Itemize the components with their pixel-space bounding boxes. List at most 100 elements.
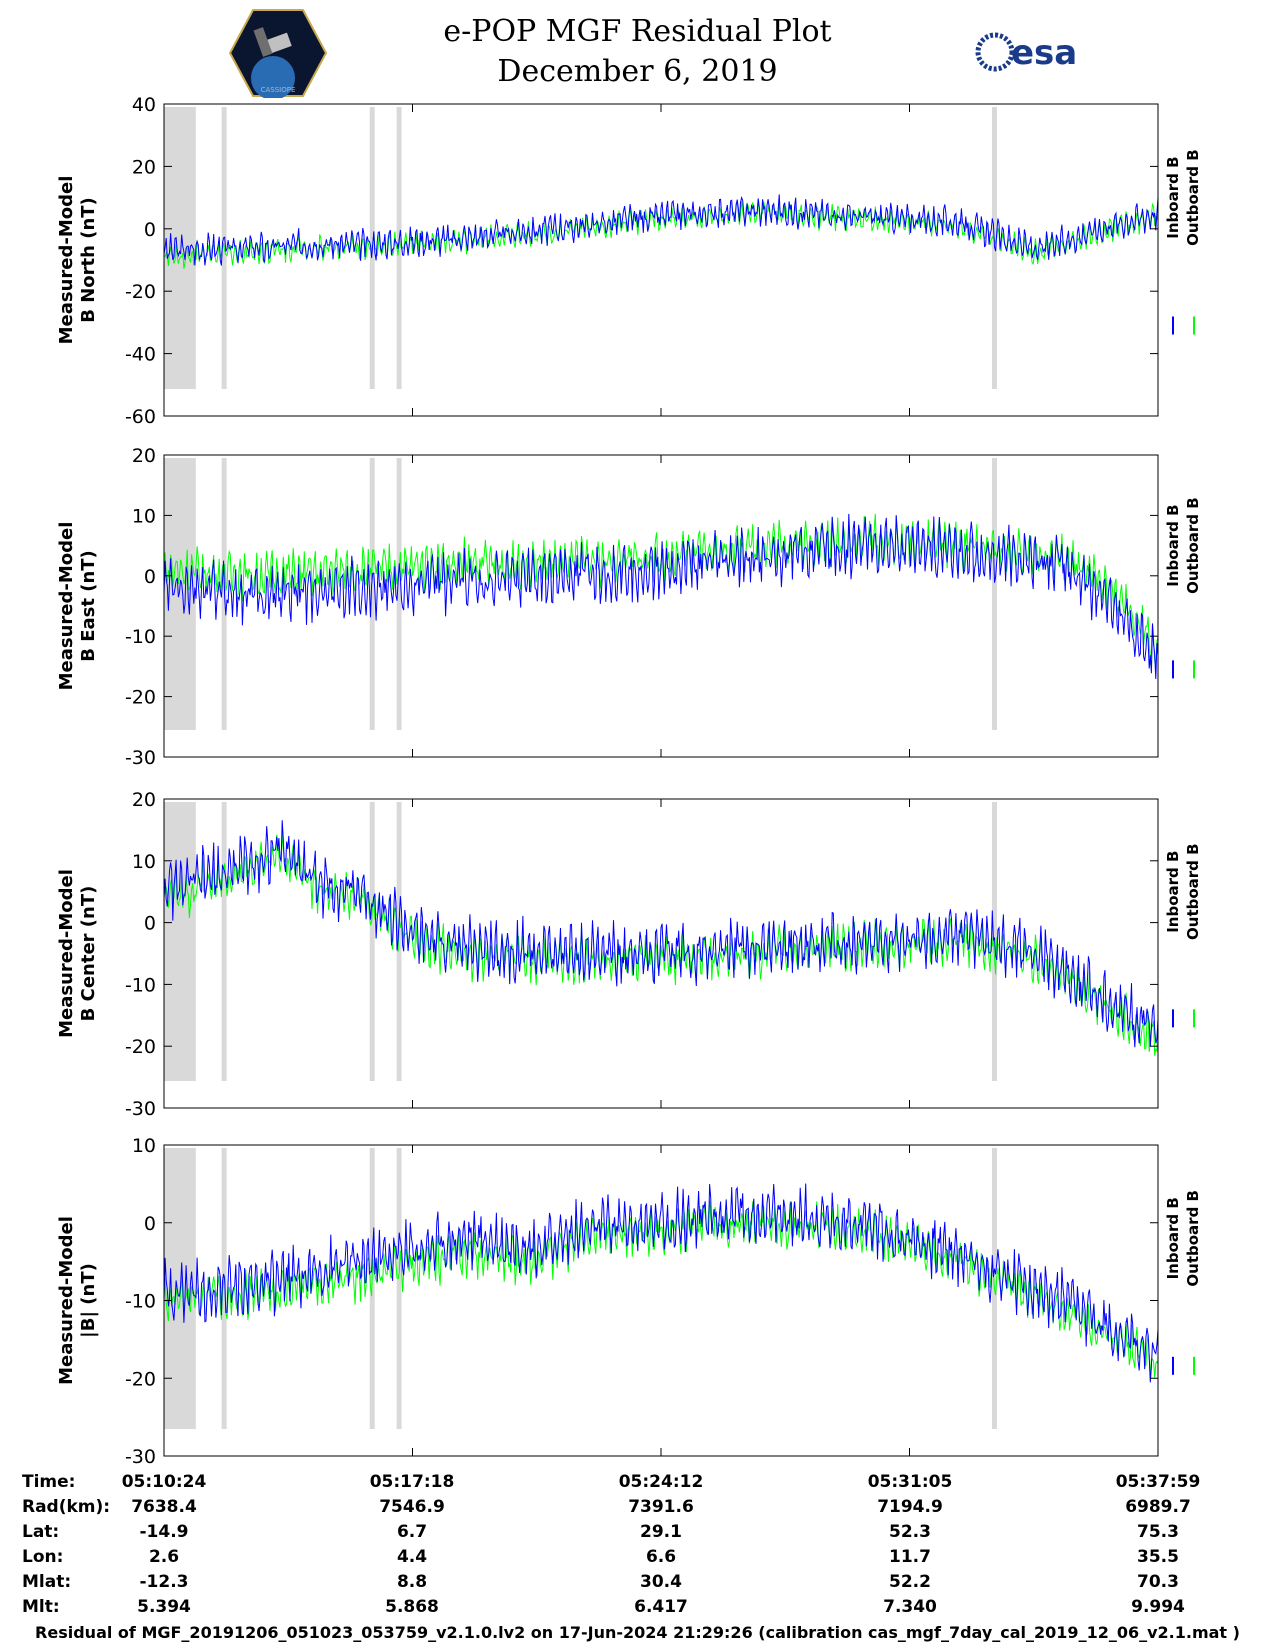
info-cell: 5.868: [385, 1597, 439, 1617]
y-tick-label: -30: [125, 1098, 156, 1120]
data-gap-band: [369, 458, 375, 730]
data-gap-band: [164, 802, 196, 1081]
y-tick-label: 10: [132, 505, 156, 527]
info-row-label: Mlt:: [22, 1597, 60, 1617]
y-axis-label: Measured-Model: [56, 522, 77, 691]
data-gap-band: [221, 1148, 227, 1429]
data-gap-band: [396, 1148, 402, 1429]
y-tick-label: 40: [132, 94, 156, 116]
info-cell: -14.9: [139, 1522, 189, 1542]
y-tick-label: -10: [125, 1291, 156, 1313]
series-inboard-line: [163, 194, 1159, 266]
footer-caption: Residual of MGF_20191206_051023_053759_v…: [35, 1623, 1240, 1642]
y-tick-label: -20: [125, 1368, 156, 1390]
info-cell: 4.4: [396, 1547, 428, 1567]
y-tick-label: -20: [125, 1036, 156, 1058]
data-gap-band: [992, 458, 997, 730]
info-row-label: Lat:: [22, 1522, 60, 1542]
legend-label: Inboard B: [1164, 504, 1182, 586]
info-cell: 05:17:18: [369, 1472, 455, 1492]
y-tick-label: 0: [144, 1213, 156, 1235]
info-cell: 52.3: [889, 1522, 931, 1542]
info-cell: 35.5: [1137, 1547, 1179, 1567]
legend-label: Inboard B: [1164, 156, 1182, 238]
info-row-label: Rad(km):: [22, 1497, 111, 1517]
y-tick-label: 0: [144, 913, 156, 935]
data-gap-band: [369, 802, 375, 1081]
y-tick-label: 20: [132, 445, 156, 467]
legend-label: Outboard B: [1184, 149, 1202, 246]
series-outboard-line: [163, 832, 1159, 1056]
legend-label: Outboard B: [1184, 1190, 1202, 1287]
svg-text:CASSIOPE: CASSIOPE: [261, 86, 296, 94]
y-axis-label: Measured-Model: [56, 869, 77, 1038]
series-inboard-line: [163, 820, 1159, 1048]
info-cell: 05:24:12: [618, 1472, 704, 1492]
y-axis-label: Measured-Model: [56, 176, 77, 345]
series-inboard-line: [163, 513, 1159, 680]
y-tick-label: 20: [132, 789, 156, 811]
series-inboard-line: [163, 1183, 1159, 1383]
y-tick-label: 10: [132, 851, 156, 873]
info-cell: 05:10:24: [121, 1472, 207, 1492]
y-tick-label: -20: [125, 687, 156, 709]
info-cell: 5.394: [137, 1597, 191, 1617]
y-tick-label: -30: [125, 1446, 156, 1468]
legend-label: Outboard B: [1184, 843, 1202, 940]
series-outboard-line: [163, 1200, 1159, 1379]
info-cell: 05:37:59: [1115, 1472, 1201, 1492]
plot-frame: [163, 1144, 1159, 1457]
y-tick-label: -30: [125, 747, 156, 769]
y-tick-label: -40: [125, 344, 156, 366]
plot-frame: [163, 103, 1159, 417]
y-axis-label: B North (nT): [78, 197, 99, 323]
y-tick-label: 10: [132, 1135, 156, 1157]
info-cell: -12.3: [139, 1572, 189, 1592]
legend-label: Inboard B: [1164, 1197, 1182, 1279]
legend-label: Inboard B: [1164, 851, 1182, 933]
data-gap-band: [396, 802, 402, 1081]
info-cell: 7638.4: [131, 1497, 197, 1517]
data-gap-band: [221, 802, 227, 1081]
info-cell: 9.994: [1131, 1597, 1185, 1617]
info-cell: 70.3: [1137, 1572, 1179, 1592]
y-tick-label: 0: [144, 566, 156, 588]
info-cell: 6.417: [634, 1597, 688, 1617]
info-cell: 2.6: [148, 1547, 180, 1567]
info-cell: 6989.7: [1125, 1497, 1191, 1517]
info-cell: 75.3: [1137, 1522, 1179, 1542]
y-axis-label: B Center (nT): [78, 886, 99, 1022]
info-cell: 7194.9: [877, 1497, 943, 1517]
legend-label: Outboard B: [1184, 497, 1202, 594]
info-cell: 7.340: [883, 1597, 937, 1617]
esa-logo: esa: [975, 32, 1077, 73]
info-cell: 7546.9: [379, 1497, 445, 1517]
chart-title-line1: e-POP MGF Residual Plot: [443, 14, 832, 49]
y-tick-label: 0: [144, 219, 156, 241]
cassiope-logo: CASSIOPE: [228, 9, 328, 98]
info-cell: 8.8: [396, 1572, 428, 1592]
y-tick-label: -10: [125, 974, 156, 996]
info-cell: 11.7: [889, 1547, 931, 1567]
y-tick-label: -20: [125, 281, 156, 303]
info-row-label: Lon:: [22, 1547, 64, 1567]
y-axis-label: B East (nT): [78, 550, 99, 662]
info-cell: 30.4: [640, 1572, 682, 1592]
series-outboard-line: [163, 200, 1159, 269]
y-axis-label: |B| (nT): [78, 1263, 99, 1338]
info-row-label: Time:: [22, 1472, 76, 1492]
info-row-label: Mlat:: [22, 1572, 72, 1592]
data-gap-band: [164, 107, 196, 389]
info-cell: 52.2: [889, 1572, 931, 1592]
info-cell: 6.7: [396, 1522, 428, 1542]
y-axis-label: Measured-Model: [56, 1216, 77, 1385]
y-tick-label: -10: [125, 626, 156, 648]
info-cell: 05:31:05: [867, 1472, 953, 1492]
y-tick-label: 20: [132, 156, 156, 178]
svg-text:esa: esa: [1011, 33, 1077, 73]
info-cell: 6.6: [645, 1547, 677, 1567]
data-gap-band: [396, 458, 402, 730]
info-cell: 29.1: [640, 1522, 682, 1542]
info-cell: 7391.6: [628, 1497, 694, 1517]
